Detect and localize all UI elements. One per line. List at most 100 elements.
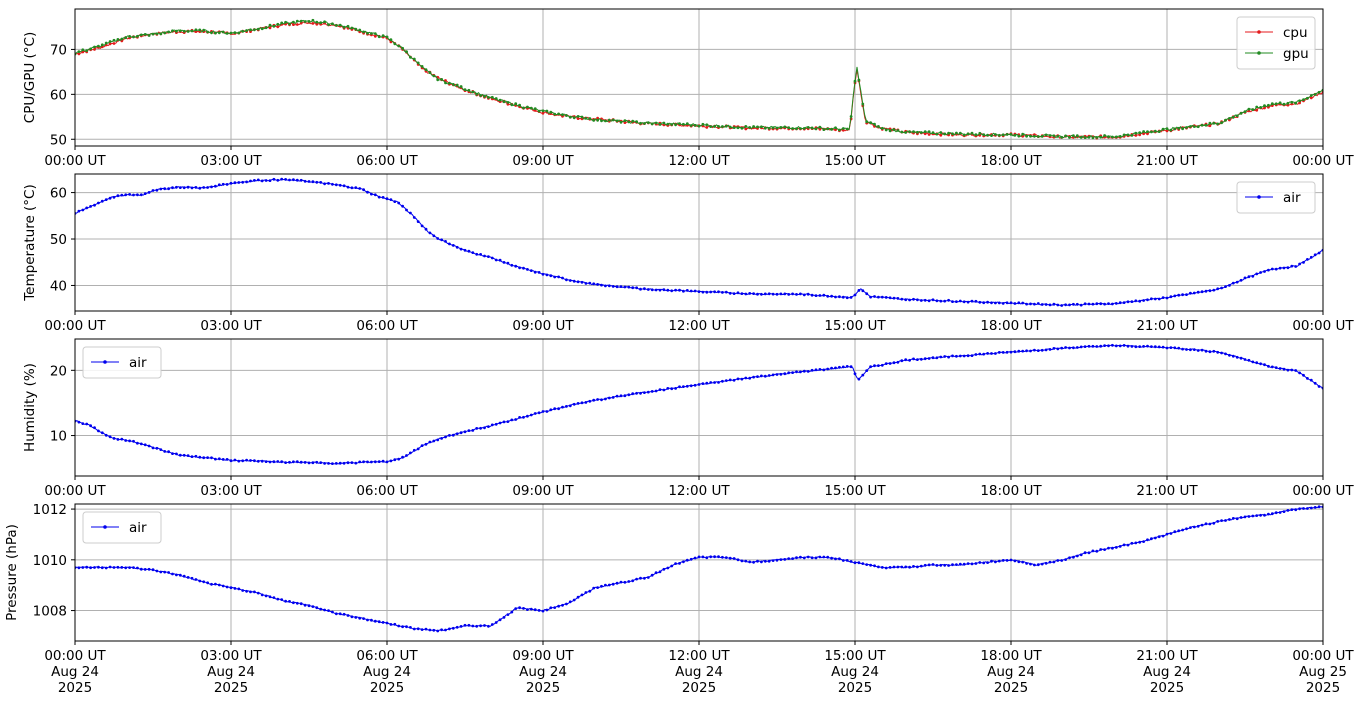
data-point xyxy=(93,48,96,51)
data-point xyxy=(104,566,108,570)
x-tick-label-line: 03:00 UT xyxy=(200,318,262,334)
data-point xyxy=(584,282,588,285)
legend-label-air: air xyxy=(1283,190,1301,206)
data-point xyxy=(923,130,927,134)
data-point xyxy=(767,559,771,563)
data-point xyxy=(147,191,151,194)
data-point xyxy=(533,608,537,612)
data-point xyxy=(159,187,163,191)
data-point xyxy=(970,562,974,566)
data-point xyxy=(1103,302,1106,306)
data-point xyxy=(1056,135,1060,138)
data-point xyxy=(529,106,533,110)
x-tick-label: 12:00 UT xyxy=(668,318,730,334)
data-point xyxy=(171,452,174,455)
x-tick-label: 15:00 UT Aug 24 2025 xyxy=(824,648,886,696)
legend-marker-gpu xyxy=(1257,51,1261,55)
data-point xyxy=(1251,360,1255,364)
data-point xyxy=(537,411,541,415)
data-point xyxy=(436,78,440,82)
data-point xyxy=(1009,350,1013,354)
x-tick-label-line: Aug 24 xyxy=(207,664,255,680)
data-point xyxy=(1161,345,1165,349)
data-point xyxy=(939,299,943,303)
data-point xyxy=(709,381,713,384)
data-point xyxy=(674,123,677,127)
data-point xyxy=(1294,369,1298,372)
data-point xyxy=(880,295,884,299)
data-point xyxy=(1282,510,1286,513)
data-point xyxy=(592,586,596,590)
data-point xyxy=(1302,261,1305,264)
x-tick-label-line: 2025 xyxy=(1150,680,1184,696)
data-point xyxy=(978,300,982,304)
data-point xyxy=(873,564,876,568)
data-point xyxy=(1134,541,1138,545)
data-point xyxy=(420,628,424,631)
data-point xyxy=(623,285,627,289)
data-point xyxy=(397,44,401,48)
data-point xyxy=(97,44,100,48)
data-point xyxy=(463,623,467,627)
data-point xyxy=(182,29,186,33)
data-point xyxy=(1270,512,1274,516)
data-point xyxy=(1052,347,1056,350)
data-point xyxy=(459,625,463,628)
data-point xyxy=(841,295,845,299)
data-point xyxy=(315,20,319,24)
data-point xyxy=(401,455,404,459)
data-point xyxy=(132,35,135,39)
y-tick-label: 1012 xyxy=(33,502,67,518)
data-point xyxy=(303,179,307,183)
data-point xyxy=(717,555,720,559)
data-point xyxy=(908,565,911,569)
data-point xyxy=(783,292,787,296)
data-point xyxy=(1029,134,1032,138)
data-point xyxy=(409,211,412,215)
data-point xyxy=(705,381,709,385)
data-point xyxy=(658,570,662,574)
data-point xyxy=(167,571,171,574)
x-tick-label: 15:00 UT xyxy=(824,483,886,499)
x-tick-label-line: 00:00 UT xyxy=(1292,648,1354,664)
data-point xyxy=(1060,559,1064,562)
data-point xyxy=(1255,108,1259,112)
data-point xyxy=(1044,133,1048,137)
data-point xyxy=(643,391,646,394)
data-point xyxy=(1107,135,1110,139)
data-point xyxy=(896,129,900,132)
data-point xyxy=(685,384,689,388)
data-point xyxy=(877,125,880,128)
data-point xyxy=(510,418,514,422)
data-point xyxy=(1118,344,1122,348)
x-tick-label: 06:00 UT xyxy=(356,483,418,499)
data-point xyxy=(541,410,545,413)
x-tick-label-line: 21:00 UT xyxy=(1136,483,1198,499)
data-point xyxy=(1282,367,1286,371)
x-tick-label-line: Aug 24 xyxy=(987,664,1035,680)
data-point xyxy=(826,555,830,559)
data-point xyxy=(682,385,685,388)
data-point xyxy=(1298,99,1301,103)
data-point xyxy=(705,556,709,560)
data-point xyxy=(1263,363,1266,367)
x-tick-label-line: 00:00 UT xyxy=(44,153,106,169)
data-point xyxy=(736,558,740,562)
data-point xyxy=(128,439,132,443)
data-point xyxy=(752,125,755,128)
data-point xyxy=(615,581,619,585)
data-point xyxy=(580,401,584,405)
data-point xyxy=(834,295,837,299)
x-tick-label: 03:00 UT xyxy=(200,483,262,499)
data-point xyxy=(405,454,408,457)
data-point xyxy=(1286,509,1290,512)
data-point xyxy=(1099,548,1103,551)
legend: air xyxy=(1236,181,1316,214)
data-point xyxy=(865,120,869,124)
data-point xyxy=(639,287,642,291)
data-point xyxy=(463,248,467,252)
data-point xyxy=(1181,347,1184,351)
data-point xyxy=(97,565,100,569)
data-point xyxy=(292,460,295,464)
